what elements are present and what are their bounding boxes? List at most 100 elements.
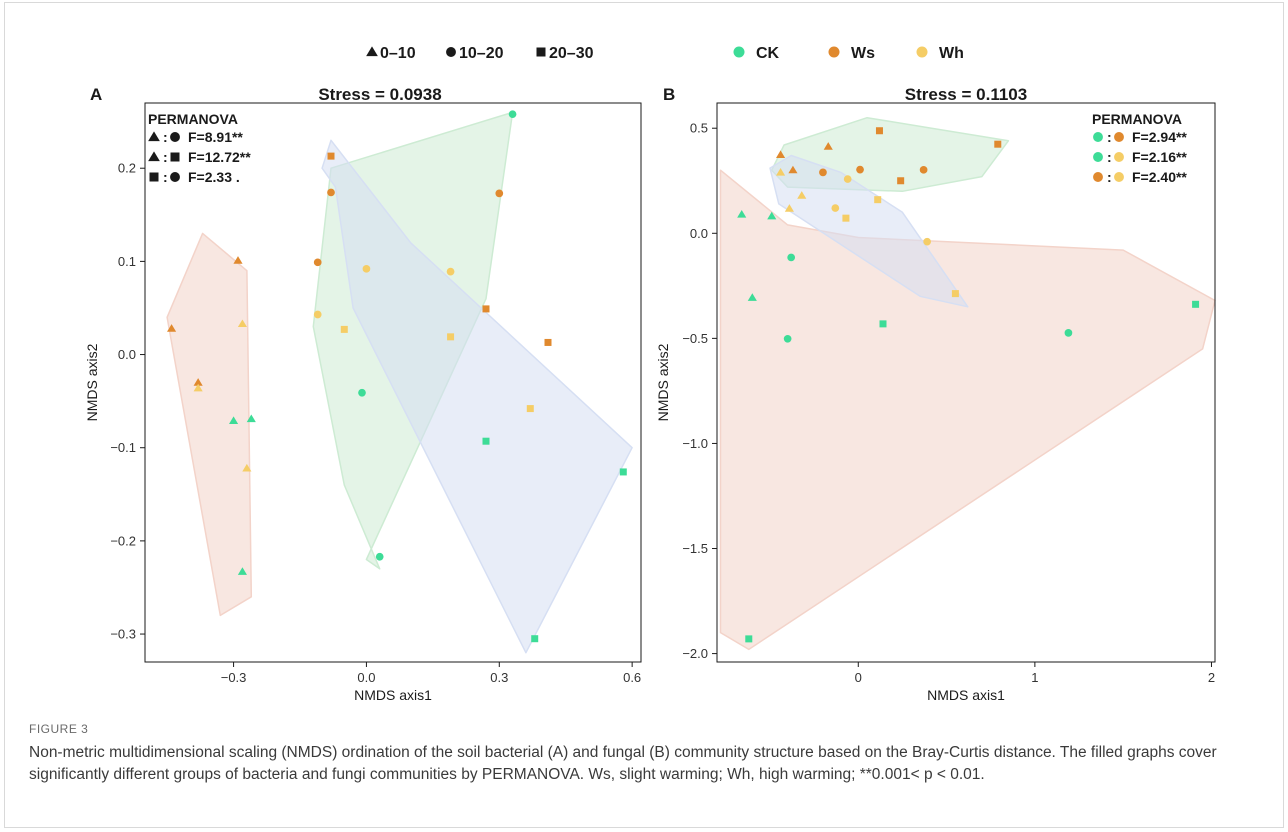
hull-polygon [719,169,1216,651]
permanova-colon: : [1107,149,1112,165]
legend-triangle-marker [366,46,378,57]
data-point-ws [495,189,504,198]
data-point-ck [246,414,256,423]
permanova-marker-a [1093,132,1103,142]
legend-square-marker [536,47,546,57]
nmds-figure: 0–10 10–20 20–30 CK Ws Wh A Stress = 0.0938 −0.3… [84,45,1216,703]
data-point-ws [327,152,335,160]
permanova-colon: : [163,149,168,165]
x-tick-label: 1 [1031,670,1038,685]
permanova-title: PERMANOVA [148,111,238,127]
legend-treatment-label: CK [756,45,780,62]
data-point-ws [167,324,177,332]
panel-tag: A [90,85,102,104]
y-tick-label: −0.5 [682,331,708,346]
data-point-wh [843,175,852,183]
y-tick-label: −0.3 [110,627,136,642]
top-legend: 0–10 10–20 20–30 CK Ws Wh [366,45,964,62]
data-point-ck [767,211,777,220]
y-tick-label: 0.0 [118,347,136,362]
permanova-title: PERMANOVA [1092,111,1182,127]
data-point-ck [619,468,627,476]
x-tick-label: 0.0 [357,670,375,685]
data-point-ck [482,437,490,445]
permanova-stat: F=2.33 . [188,169,240,185]
x-tick-label: 0.3 [490,670,508,685]
permanova-colon: : [1107,169,1112,185]
hull-polygon [769,154,969,308]
data-point-wh [193,383,203,392]
legend-ck-marker [733,46,745,58]
data-point-ws [776,150,786,158]
data-point-wh [237,319,247,328]
y-tick-label: −1.0 [682,436,708,451]
permanova-marker-b [170,172,180,182]
legend-treatment-label: Ws [851,45,875,62]
permanova-marker-a [148,131,160,142]
permanova-legend: PERMANOVA: F=2.94**: F=2.16**: F=2.40** [1092,111,1187,185]
y-tick-label: −1.5 [682,541,708,556]
permanova-stat: F=12.72** [188,149,251,165]
legend-depth-label: 10–20 [459,45,504,62]
permanova-marker-a [149,172,159,182]
data-point-ck [229,416,239,424]
data-point-ws [875,127,883,135]
legend-depth-label: 20–30 [549,45,594,62]
permanova-marker-b [170,132,180,142]
data-point-ws [994,140,1002,148]
figure-frame [4,2,1284,828]
permanova-marker-a [1093,172,1103,182]
y-tick-label: 0.1 [118,254,136,269]
legend-depth-label: 0–10 [380,45,416,62]
data-point-wh [362,264,371,273]
data-point-wh [313,310,322,319]
data-point-ws [482,305,490,313]
data-point-ws [233,256,243,264]
data-point-ck [787,253,796,262]
data-point-ck [737,210,747,218]
legend-wh-marker [916,46,928,58]
permanova-marker-b [170,152,180,162]
permanova-marker-b [1114,152,1124,162]
y-tick-label: −0.2 [110,533,136,548]
data-point-ws [788,165,798,174]
data-point-ck [879,320,887,328]
permanova-stat: F=2.16** [1132,149,1187,165]
data-point-ck [1064,329,1073,337]
permanova-stat: F=2.40** [1132,169,1187,185]
permanova-marker-b [1114,132,1124,142]
data-point-wh [446,267,455,276]
y-tick-label: −2.0 [682,646,708,661]
data-point-wh [242,463,252,472]
permanova-stat: F=8.91** [188,129,243,145]
figure-caption: Non-metric multidimensional scaling (NMD… [29,744,1217,783]
y-axis-label: NMDS axis2 [84,343,100,421]
hull-polygon [166,232,253,617]
data-point-wh [340,325,348,333]
data-point-ck [375,552,384,561]
panel-a: A Stress = 0.0938 −0.3 0.0 0.3 0.6 −0.3 −0.2 −0.… [84,85,642,703]
data-point-wh [951,290,959,298]
data-point-ws [313,258,322,267]
permanova-colon: : [163,129,168,145]
data-point-ck [745,635,753,643]
legend-treatment-label: Wh [939,45,964,62]
permanova-marker-a [148,151,160,162]
y-axis-label: NMDS axis2 [655,343,671,421]
data-point-wh [447,333,455,341]
x-tick-label: 2 [1208,670,1215,685]
x-tick-label: −0.3 [221,670,247,685]
data-point-wh [842,214,850,222]
data-point-ws [823,142,833,150]
x-tick-label: 0.6 [623,670,641,685]
data-point-ck [508,110,517,119]
data-point-ck [1192,300,1200,308]
data-point-wh [784,204,794,212]
permanova-legend: PERMANOVA: F=8.91**: F=12.72**: F=2.33 . [148,111,251,185]
data-point-ws [897,177,905,185]
hull-polygon [321,139,633,654]
data-point-wh [776,168,786,176]
legend-circle-marker [446,47,456,57]
data-point-ws [193,378,203,386]
y-tick-label: −0.1 [110,440,136,455]
